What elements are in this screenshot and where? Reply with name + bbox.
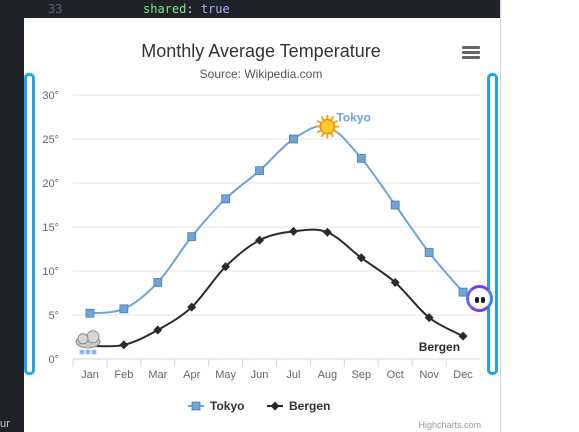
- chart-panel: [24, 18, 500, 432]
- panel-text-fragment: ur: [0, 418, 10, 430]
- bergen-point: [288, 226, 298, 236]
- bergen-point: [221, 262, 231, 272]
- legend-item-bergen: Bergen: [267, 399, 330, 413]
- bergen-point: [187, 302, 197, 312]
- series-label-tokyo: Tokyo: [336, 111, 370, 125]
- tokyo-point: [187, 232, 197, 242]
- legend-label-bergen: Bergen: [289, 399, 330, 413]
- tokyo-point: [85, 308, 95, 318]
- code-value: true: [200, 2, 230, 16]
- tokyo-point: [289, 134, 298, 144]
- tokyo-point: [153, 278, 163, 287]
- x-tick-label: Feb: [114, 369, 133, 381]
- tokyo-point: [119, 304, 129, 314]
- credits-link[interactable]: Highcharts.com: [418, 420, 481, 430]
- tokyo-point: [255, 166, 264, 176]
- tokyo-point: [221, 194, 231, 204]
- tokyo-point: [390, 200, 400, 210]
- y-axis: 0° 5° 10° 15° 20° 25° 30°: [42, 90, 59, 366]
- snowflake-icon: ❄: [85, 348, 92, 357]
- x-axis: Jan Feb Mar Apr May Jun Jul Aug Sep Oct Nov Dec: [72, 359, 473, 381]
- y-tick-label: 0°: [48, 354, 59, 366]
- x-tick-label: Jul: [286, 369, 300, 381]
- bergen-point: [255, 235, 265, 245]
- right-resize-handle[interactable]: [487, 73, 498, 375]
- legend-item-tokyo: Tokyo: [188, 399, 244, 413]
- chart-title: Monthly Average Temperature: [141, 41, 380, 61]
- bergen-point: [424, 313, 434, 323]
- tokyo-point: [356, 153, 366, 163]
- legend[interactable]: Tokyo Bergen: [188, 399, 330, 413]
- series-label-bergen: Bergen: [419, 340, 460, 354]
- bergen-point: [458, 331, 468, 341]
- series-line-bergen: [89, 228, 464, 348]
- legend-marker: [191, 401, 201, 411]
- code-key: shared: [143, 2, 187, 16]
- tokyo-point: [424, 248, 434, 257]
- x-tick-label: Dec: [453, 369, 473, 381]
- legend-marker: [270, 401, 280, 411]
- series-line-tokyo: [89, 124, 464, 315]
- legend-label-tokyo: Tokyo: [210, 399, 244, 413]
- x-tick-label: Oct: [387, 369, 404, 381]
- grid-lines: [73, 94, 480, 360]
- x-tick-label: Sep: [352, 369, 372, 381]
- y-tick-label: 20°: [42, 178, 59, 190]
- x-tick-label: Nov: [419, 369, 439, 381]
- sun-icon: [315, 114, 340, 139]
- snowflake-icon: ❄: [91, 348, 98, 357]
- code-line: shared: true: [143, 2, 230, 16]
- x-tick-label: Mar: [148, 369, 167, 381]
- bergen-point: [390, 277, 400, 287]
- cloud-puff: [86, 330, 100, 344]
- bergen-point: [322, 227, 332, 237]
- y-tick-label: 5°: [48, 310, 59, 322]
- x-tick-label: May: [215, 369, 236, 381]
- chart-subtitle: Source: Wikipedia.com: [200, 67, 323, 81]
- snow-cloud-icon: ❄ ❄ ❄: [75, 330, 101, 357]
- y-tick-label: 15°: [42, 222, 59, 234]
- x-tick-label: Apr: [183, 369, 200, 381]
- x-tick-label: Jan: [81, 369, 99, 381]
- y-tick-label: 10°: [42, 266, 59, 278]
- menu-icon[interactable]: [462, 46, 480, 60]
- code-colon: :: [186, 2, 201, 16]
- panel-divider: [500, 0, 501, 432]
- line-number: 33: [48, 2, 63, 16]
- bergen-point: [119, 340, 129, 350]
- left-resize-handle[interactable]: [24, 73, 35, 375]
- bergen-point: [153, 325, 163, 335]
- x-tick-label: Jun: [251, 369, 269, 381]
- cloud-puff: [77, 333, 89, 345]
- x-tick-label: Aug: [318, 369, 338, 381]
- snowflake-icon: ❄: [79, 348, 86, 357]
- bergen-point: [356, 253, 366, 263]
- sun-core: [319, 118, 336, 135]
- y-tick-label: 25°: [42, 134, 59, 146]
- assistant-badge-icon[interactable]: [466, 285, 493, 312]
- editor-left-panel: ur: [0, 0, 24, 432]
- y-tick-label: 30°: [42, 90, 59, 102]
- code-editor-strip: 33 shared: true: [0, 0, 500, 18]
